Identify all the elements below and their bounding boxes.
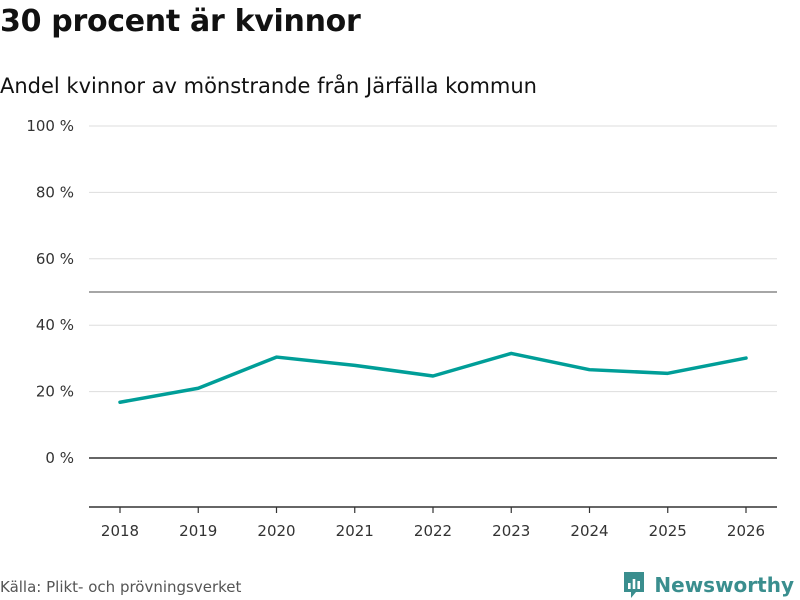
newsworthy-logo-icon — [624, 572, 645, 598]
x-tick-label: 2024 — [570, 522, 608, 540]
series-line — [118, 351, 748, 404]
x-tick-label: 2019 — [179, 522, 217, 540]
brand[interactable]: Newsworthy — [622, 570, 794, 600]
x-tick-label: 2025 — [649, 522, 687, 540]
y-tick-label: 0 % — [45, 449, 74, 467]
brand-name: Newsworthy — [654, 573, 794, 597]
x-tick-label: 2020 — [257, 522, 295, 540]
x-tick-label: 2022 — [414, 522, 452, 540]
y-tick-label: 40 % — [36, 316, 74, 334]
x-tick-label: 2021 — [336, 522, 374, 540]
y-tick-label: 20 % — [36, 383, 74, 401]
y-tick-label: 100 % — [26, 117, 74, 135]
x-tick-label: 2026 — [727, 522, 765, 540]
x-tick-label: 2023 — [492, 522, 530, 540]
x-tick-label: 2018 — [101, 522, 139, 540]
chart-subtitle: Andel kvinnor av mönstrande från Järfäll… — [0, 74, 537, 98]
y-tick-label: 80 % — [36, 183, 74, 201]
chart-title: 30 procent är kvinnor — [0, 4, 361, 39]
source-note: Källa: Plikt- och prövningsverket — [0, 578, 242, 596]
y-tick-label: 60 % — [36, 250, 74, 268]
